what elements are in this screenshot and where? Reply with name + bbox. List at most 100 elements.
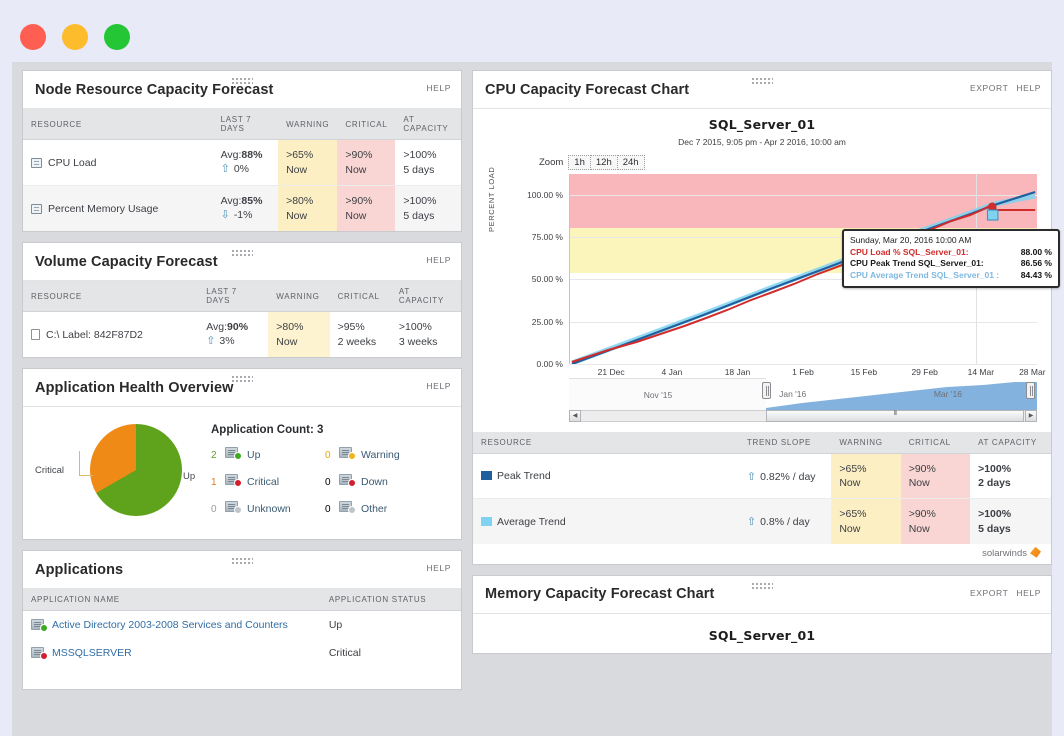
capacity-when: 5 days bbox=[978, 522, 1011, 535]
table-row[interactable]: C:\ Label: 842F87D2 Avg:90% 3% >80% Now bbox=[23, 311, 461, 358]
table-row[interactable]: CPU Load Avg:88% 0% >65% Now > bbox=[23, 139, 461, 186]
dashboard-page: Node Resource Capacity Forecast HELP RES… bbox=[12, 62, 1060, 736]
node-resource-table: RESOURCE LAST 7 DAYS WARNING CRITICAL AT… bbox=[23, 109, 461, 232]
header-links: HELP bbox=[426, 563, 451, 573]
export-link[interactable]: EXPORT bbox=[969, 587, 1009, 598]
tooltip-date: Sunday, Mar 20, 2016 10:00 AM bbox=[850, 235, 972, 245]
window-controls bbox=[20, 24, 130, 50]
cpu-plot-area: PERCENT LOAD 100.00 % 75.00 % 50.00 % 25… bbox=[487, 167, 1060, 377]
pie-slices[interactable] bbox=[90, 424, 182, 517]
warning-threshold: >80% bbox=[286, 195, 314, 208]
table-row[interactable]: Percent Memory Usage Avg:85% -1% >80% No… bbox=[23, 185, 461, 232]
application-link[interactable]: MSSQLSERVER bbox=[52, 647, 132, 660]
panel-node-resource-capacity-forecast: Node Resource Capacity Forecast HELP RES… bbox=[22, 70, 462, 233]
cell-at-capacity: >100% 2 days bbox=[970, 454, 1051, 499]
help-link[interactable]: HELP bbox=[426, 255, 451, 266]
legend-label-unknown[interactable]: Unknown bbox=[247, 503, 291, 516]
series-lines bbox=[571, 190, 1036, 364]
cell-resource: CPU Load bbox=[23, 140, 213, 186]
export-link[interactable]: EXPORT bbox=[969, 83, 1009, 93]
scrollbar-right-button[interactable]: ▶ bbox=[1025, 410, 1037, 422]
header-links: HELP bbox=[426, 381, 451, 391]
chart-title: SQL_Server_01 bbox=[708, 117, 816, 132]
drag-grip-icon[interactable] bbox=[231, 375, 253, 384]
critical-when: Now bbox=[345, 163, 367, 176]
table-row[interactable]: Peak Trend 0.82% / day >65% Now >90% Now bbox=[473, 453, 1051, 499]
close-button[interactable] bbox=[20, 24, 46, 50]
cell-at-capacity: >100% 5 days bbox=[970, 499, 1051, 544]
scrollbar-thumb[interactable] bbox=[765, 410, 1024, 422]
zoom-button-12h[interactable]: 12h bbox=[589, 155, 618, 170]
drag-grip-icon[interactable] bbox=[231, 249, 253, 258]
cell-warning: >80% Now bbox=[278, 185, 338, 232]
legend-label-warning[interactable]: Warning bbox=[361, 449, 400, 462]
navigator-handle-left[interactable] bbox=[762, 382, 772, 399]
cpu-trend-table: RESOURCE TREND SLOPE WARNING CRITICAL AT… bbox=[473, 432, 1051, 544]
scrollbar-left-button[interactable]: ◀ bbox=[569, 410, 581, 422]
critical-threshold: >95% bbox=[337, 321, 365, 334]
tooltip-key-cpu-load: CPU Load % SQL_Server_01: bbox=[850, 247, 969, 257]
trend-up-icon: 3% bbox=[206, 334, 260, 349]
app-status-warning-icon bbox=[339, 446, 361, 464]
maximize-button[interactable] bbox=[104, 24, 130, 50]
legend-label-critical[interactable]: Critical bbox=[247, 476, 280, 489]
tooltip-row: CPU Load % SQL_Server_01: 88.00 % bbox=[850, 247, 1052, 258]
navigator-handle-right[interactable] bbox=[1026, 382, 1035, 399]
drag-grip-icon[interactable] bbox=[231, 557, 253, 566]
help-link[interactable]: HELP bbox=[1016, 587, 1041, 598]
avg-value: 88% bbox=[241, 149, 263, 161]
series-cpu-load bbox=[571, 204, 1036, 363]
y-axis-ticks: 100.00 % 75.00 % 50.00 % 25.00 % 0.00 % bbox=[509, 174, 567, 369]
critical-threshold: >90% bbox=[908, 508, 936, 521]
drag-grip-icon[interactable] bbox=[751, 77, 773, 85]
resource-name[interactable]: C:\ Label: 842F87D2 bbox=[46, 328, 143, 341]
application-link[interactable]: Active Directory 2003-2008 Services and … bbox=[52, 619, 288, 632]
chart-navigator[interactable]: Nov '15 Jan '16 Mar '16 bbox=[569, 378, 1037, 424]
help-link[interactable]: HELP bbox=[1016, 83, 1041, 93]
table-row[interactable]: MSSQLSERVER Critical bbox=[23, 639, 461, 667]
panel-header: Volume Capacity Forecast HELP bbox=[23, 243, 461, 282]
capacity-threshold: >100% bbox=[403, 195, 437, 208]
help-link[interactable]: HELP bbox=[426, 381, 451, 392]
table-row[interactable]: Average Trend 0.8% / day >65% Now >90% N… bbox=[473, 498, 1051, 544]
cell-trend-slope: 0.8% / day bbox=[739, 499, 831, 544]
navigator-scrollbar[interactable]: ◀ ▶ bbox=[569, 410, 1037, 422]
cell-at-capacity: >100% 5 days bbox=[395, 186, 461, 232]
panel-header: Node Resource Capacity Forecast HELP bbox=[23, 71, 461, 109]
navigator-inactive-area[interactable]: Nov '15 bbox=[569, 378, 766, 410]
panel-application-health-overview: Application Health Overview HELP Critica… bbox=[22, 368, 462, 541]
plot-canvas[interactable]: Sunday, Mar 20, 2016 10:00 AM CPU Load %… bbox=[569, 174, 1060, 365]
resource-name[interactable]: CPU Load bbox=[48, 156, 97, 169]
zoom-button-24h[interactable]: 24h bbox=[616, 155, 645, 170]
cell-critical: >90% Now bbox=[337, 185, 396, 232]
legend-label-up[interactable]: Up bbox=[247, 449, 261, 462]
legend-label-other[interactable]: Other bbox=[361, 503, 388, 516]
volume-table: RESOURCE LAST 7 DAYS WARNING CRITICAL AT… bbox=[23, 281, 461, 358]
pie-leader-line bbox=[79, 451, 80, 476]
cell-trend-slope: 0.82% / day bbox=[739, 454, 831, 499]
app-status-unknown-icon bbox=[225, 500, 247, 518]
navigator-selected-area[interactable]: Jan '16 Mar '16 bbox=[765, 378, 1037, 410]
col-resource: RESOURCE bbox=[23, 109, 213, 140]
drag-grip-icon[interactable] bbox=[751, 581, 773, 590]
resource-name[interactable]: Percent Memory Usage bbox=[48, 202, 159, 215]
tooltip-key-average-trend: CPU Average Trend SQL_Server_01 : bbox=[850, 269, 1000, 280]
drag-grip-icon[interactable] bbox=[231, 77, 253, 85]
legend-label-down[interactable]: Down bbox=[361, 476, 388, 489]
tooltip-row: CPU Peak Trend SQL_Server_01: 86.56 % bbox=[850, 258, 1052, 269]
minimize-button[interactable] bbox=[62, 24, 88, 50]
table-row[interactable]: Active Directory 2003-2008 Services and … bbox=[23, 611, 461, 640]
zoom-button-1h[interactable]: 1h bbox=[568, 155, 591, 170]
chart-subtitle: Dec 7 2015, 9:05 pm - Apr 2 2016, 10:00 … bbox=[678, 137, 846, 147]
chart-tooltip: Sunday, Mar 20, 2016 10:00 AM CPU Load %… bbox=[842, 229, 1060, 289]
cell-resource: Average Trend bbox=[473, 499, 739, 544]
help-link[interactable]: HELP bbox=[426, 83, 451, 93]
y-tick: 25.00 % bbox=[531, 316, 563, 327]
panel-title: CPU Capacity Forecast Chart bbox=[485, 81, 690, 98]
critical-threshold: >90% bbox=[345, 149, 373, 162]
help-link[interactable]: HELP bbox=[426, 563, 451, 574]
panel-title: Memory Capacity Forecast Chart bbox=[485, 586, 715, 603]
legend-count-other: 0 bbox=[325, 503, 331, 515]
cell-critical: >90% Now bbox=[900, 453, 971, 499]
gridline bbox=[570, 195, 1037, 197]
